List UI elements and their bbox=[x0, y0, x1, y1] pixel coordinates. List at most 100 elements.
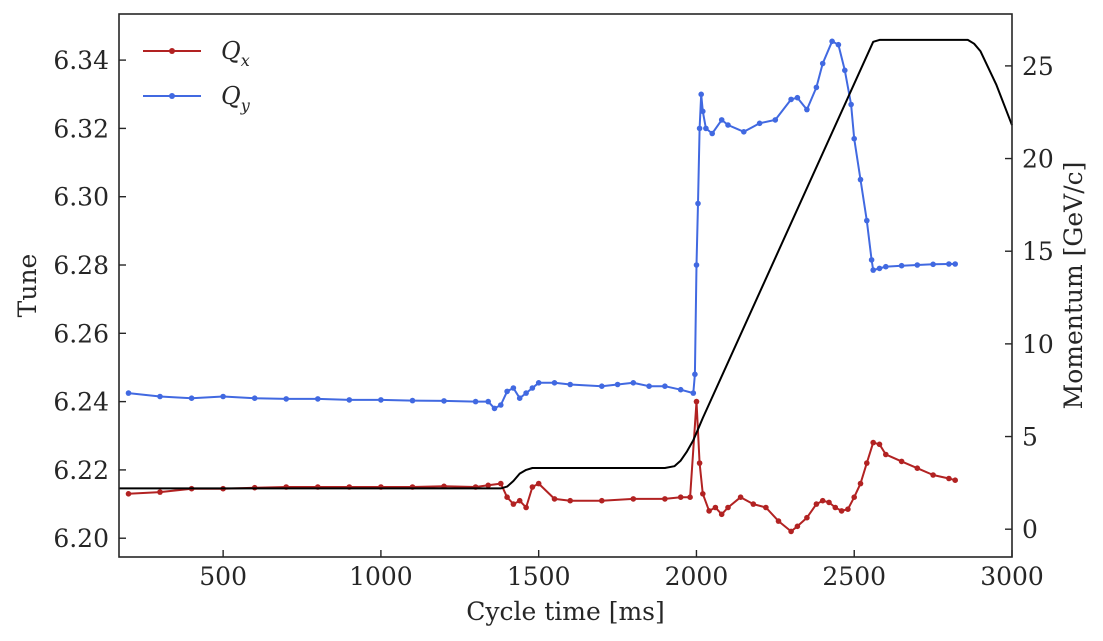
x-tick-label: 500 bbox=[199, 562, 247, 591]
data-point bbox=[523, 504, 529, 511]
data-point bbox=[952, 477, 958, 484]
data-point bbox=[700, 491, 706, 497]
data-point bbox=[220, 393, 226, 400]
data-point bbox=[819, 497, 826, 504]
data-point bbox=[737, 494, 744, 501]
data-point bbox=[498, 480, 504, 487]
legend-swatch-marker bbox=[169, 48, 175, 54]
legend-label: Qx bbox=[221, 37, 250, 70]
data-point bbox=[813, 501, 820, 507]
legend-label-subscript: x bbox=[241, 51, 250, 70]
y2-tick-label: 15 bbox=[1022, 237, 1054, 266]
data-point bbox=[677, 386, 684, 393]
data-point bbox=[283, 396, 290, 402]
data-point bbox=[870, 267, 876, 273]
data-point bbox=[516, 497, 523, 504]
data-point bbox=[838, 508, 845, 514]
data-point bbox=[409, 397, 416, 404]
series-line bbox=[128, 40, 956, 410]
data-point bbox=[441, 398, 447, 404]
data-point bbox=[690, 390, 697, 396]
series-line bbox=[128, 400, 956, 533]
data-point bbox=[741, 129, 747, 135]
ticks-layer: 500 1000 1500 2000 2500 3000 6.20 6.22 6.24 6.26 6… bbox=[53, 46, 1053, 591]
data-point bbox=[692, 371, 698, 378]
data-point bbox=[529, 484, 536, 490]
data-point bbox=[772, 117, 779, 123]
data-point bbox=[706, 508, 712, 514]
data-point bbox=[842, 67, 848, 74]
data-point bbox=[763, 504, 769, 511]
data-point bbox=[835, 41, 842, 48]
data-point bbox=[700, 108, 706, 115]
y-tick-label: 6.34 bbox=[53, 46, 109, 75]
data-point bbox=[630, 496, 637, 502]
data-point bbox=[614, 381, 621, 388]
data-point bbox=[646, 383, 652, 390]
data-point bbox=[952, 261, 958, 267]
data-point bbox=[315, 396, 321, 402]
data-point bbox=[876, 265, 883, 272]
data-point bbox=[378, 397, 384, 403]
data-point bbox=[868, 257, 875, 263]
data-point bbox=[696, 460, 703, 466]
data-point bbox=[693, 262, 700, 268]
data-point bbox=[914, 465, 921, 472]
data-point bbox=[551, 496, 558, 502]
data-point bbox=[788, 528, 794, 535]
y-axis-label: Tune bbox=[13, 254, 42, 318]
y2-axis-label: Momentum [GeV/c] bbox=[1059, 162, 1088, 410]
data-point bbox=[567, 497, 573, 504]
data-point bbox=[698, 91, 704, 98]
data-point bbox=[516, 395, 523, 402]
data-point bbox=[712, 504, 719, 511]
data-point bbox=[857, 480, 864, 487]
data-point bbox=[725, 504, 731, 511]
data-point bbox=[930, 472, 936, 478]
data-point bbox=[523, 390, 529, 396]
y-tick-label: 6.32 bbox=[53, 114, 109, 143]
data-point bbox=[930, 261, 936, 268]
x-tick-label: 1000 bbox=[349, 562, 413, 591]
legend-label-subscript: y bbox=[240, 96, 251, 115]
data-point bbox=[857, 176, 864, 183]
y2-tick-label: 20 bbox=[1022, 145, 1054, 174]
y-tick-label: 6.22 bbox=[53, 456, 109, 485]
legend-label-main: Q bbox=[221, 82, 241, 110]
data-point bbox=[662, 383, 668, 390]
data-point bbox=[510, 501, 517, 507]
data-point bbox=[567, 381, 573, 388]
x-tick-label: 2000 bbox=[665, 562, 729, 591]
data-point bbox=[813, 84, 820, 91]
data-point bbox=[485, 398, 492, 405]
data-point bbox=[125, 491, 132, 497]
x-tick-label: 1500 bbox=[507, 562, 571, 591]
data-point bbox=[864, 460, 870, 466]
data-point bbox=[709, 130, 715, 137]
data-point bbox=[794, 523, 801, 530]
data-point bbox=[677, 494, 684, 501]
axes-frame bbox=[118, 13, 1013, 558]
data-point bbox=[693, 398, 700, 405]
data-point bbox=[788, 96, 794, 103]
data-point bbox=[551, 380, 558, 386]
y-tick-label: 6.30 bbox=[53, 183, 109, 212]
legend: Qx Qy bbox=[143, 37, 251, 115]
y2-tick-label: 10 bbox=[1022, 330, 1054, 359]
data-point bbox=[157, 393, 163, 400]
data-point bbox=[125, 390, 132, 396]
y2-tick-label: 5 bbox=[1022, 423, 1038, 452]
data-point bbox=[725, 122, 731, 128]
data-point bbox=[703, 125, 709, 132]
data-point bbox=[504, 494, 510, 501]
data-point bbox=[599, 383, 605, 390]
series-qx bbox=[125, 398, 958, 535]
data-point bbox=[845, 506, 851, 512]
data-point bbox=[695, 200, 701, 207]
data-point bbox=[750, 501, 757, 507]
data-point bbox=[188, 395, 195, 402]
data-point bbox=[599, 497, 605, 504]
data-point bbox=[498, 402, 504, 408]
data-point bbox=[718, 511, 725, 518]
data-point bbox=[346, 397, 353, 403]
